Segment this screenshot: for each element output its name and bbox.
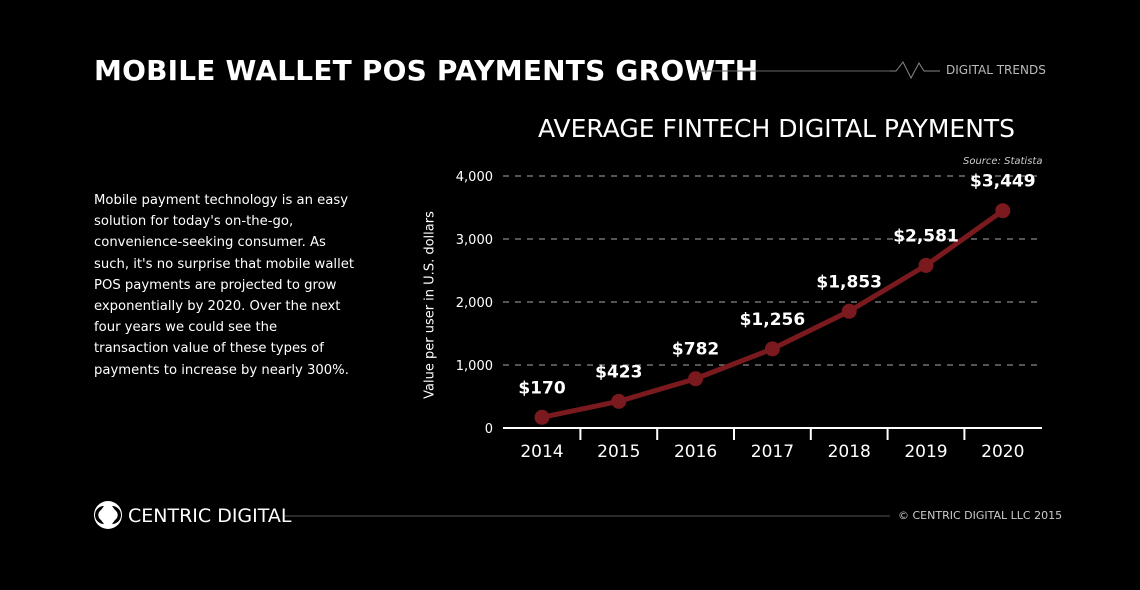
copyright: © CENTRIC DIGITAL LLC 2015	[898, 509, 1063, 522]
pulse-icon	[890, 61, 940, 80]
data-point	[995, 203, 1011, 219]
data-point	[688, 371, 704, 387]
x-tick-label: 2014	[520, 442, 563, 462]
data-label: $170	[518, 378, 565, 398]
data-label: $1,256	[740, 310, 806, 330]
data-point	[764, 341, 780, 357]
data-point	[611, 393, 627, 409]
data-label: $3,449	[970, 172, 1036, 192]
x-tick-label: 2019	[904, 442, 947, 462]
x-tick-label: 2015	[597, 442, 640, 462]
data-point	[534, 409, 550, 425]
chart-source: Source: Statista	[963, 156, 1043, 167]
y-tick-label: 1,000	[456, 359, 493, 374]
data-label: $782	[672, 340, 719, 360]
data-label: $1,853	[816, 272, 882, 292]
data-point	[841, 303, 857, 319]
y-tick-label: 2,000	[456, 296, 493, 311]
y-tick-label: 0	[485, 422, 493, 437]
data-label: $423	[595, 362, 642, 382]
digital-trends-tag: DIGITAL TRENDS	[946, 63, 1046, 77]
y-tick-label: 4,000	[456, 170, 493, 185]
description-text: Mobile payment technology is an easy sol…	[94, 193, 355, 378]
brand-name: CENTRIC DIGITAL	[128, 505, 292, 527]
x-tick-label: 2018	[828, 442, 871, 462]
centric-logo-icon	[94, 501, 122, 529]
y-tick-label: 3,000	[456, 233, 493, 248]
page-title: MOBILE WALLET POS PAYMENTS GROWTH	[94, 54, 759, 87]
data-point	[918, 257, 934, 273]
x-tick-label: 2017	[751, 442, 794, 462]
chart-title: AVERAGE FINTECH DIGITAL PAYMENTS	[538, 114, 1016, 143]
x-tick-label: 2020	[981, 442, 1024, 462]
x-tick-label: 2016	[674, 442, 717, 462]
data-label: $2,581	[893, 226, 959, 246]
